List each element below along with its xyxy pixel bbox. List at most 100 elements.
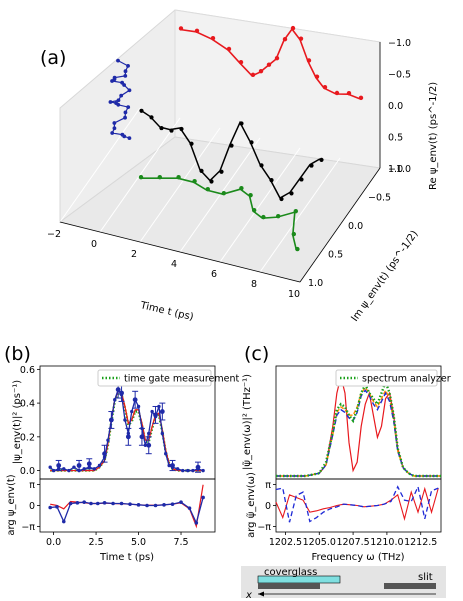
phase-fit-red-line — [50, 484, 204, 529]
series-reim-point — [127, 88, 132, 93]
error-point — [108, 417, 114, 423]
x-tick-label: 1202.5 — [269, 537, 302, 548]
data-point — [157, 404, 161, 409]
x-axis-label: x — [245, 590, 252, 601]
x-axis-arrowhead — [258, 591, 264, 597]
y-tick-label: 0.2 — [20, 432, 35, 443]
series-im-point — [138, 174, 144, 180]
series-complex-point — [269, 178, 274, 183]
series-re-point — [258, 68, 264, 74]
re-axis-label: Re ψ_env(t) (ps^-1/2) — [428, 82, 439, 190]
data-point — [201, 468, 205, 473]
phase-point — [102, 501, 107, 505]
series-complex-point — [239, 121, 244, 126]
phase-tick-label: π — [29, 480, 35, 491]
curves-3d — [108, 25, 364, 252]
series-re-point — [210, 35, 216, 41]
phase-point — [95, 501, 100, 506]
phase-tick-label: 0 — [265, 501, 271, 512]
data-point — [97, 463, 102, 468]
phase-tick-label: −π — [257, 522, 271, 533]
error-point — [132, 397, 138, 403]
data-point — [72, 465, 76, 469]
series-re-point — [306, 58, 312, 63]
error-point — [115, 387, 121, 393]
series-im-point — [176, 174, 181, 180]
data-point — [143, 443, 148, 447]
gate-green-line — [50, 391, 204, 472]
series-re-line — [179, 27, 361, 100]
phase-point — [48, 505, 52, 510]
re-tick-label: 0.0 — [388, 101, 403, 112]
x-tick-label: 5.0 — [131, 537, 146, 548]
error-point — [146, 442, 152, 448]
series-reim-point — [110, 131, 115, 135]
time-axis-label: Time t (ps) — [138, 300, 194, 323]
error-point — [125, 434, 131, 440]
panel-b-legend — [97, 369, 212, 387]
data-point — [164, 452, 168, 456]
im-tick-label: 0.5 — [328, 250, 343, 261]
slit-right-blade — [384, 583, 436, 589]
series-complex-point — [209, 179, 214, 184]
phase-point — [187, 506, 192, 510]
im-tick-label: −0.5 — [368, 193, 391, 204]
phase-tick-label: 0 — [29, 501, 35, 512]
data-point — [67, 468, 71, 473]
grid-line — [259, 157, 341, 273]
y-tick-label: 0.0 — [20, 466, 35, 477]
coverglass-label: coverglass — [264, 567, 317, 578]
series-complex-point — [299, 177, 304, 182]
spectrum-red-line — [276, 376, 441, 477]
x-tick-label: 1212.5 — [404, 537, 437, 548]
series-re-point — [226, 46, 232, 52]
panel-c-legend-text: spectrum analyzer — [362, 374, 451, 385]
data-point — [175, 467, 180, 471]
phase-tick-label: π — [265, 480, 271, 491]
phase-point — [89, 501, 93, 506]
re-tick-label: 0.5 — [388, 133, 403, 144]
time-axis-line — [59, 221, 301, 283]
panel-label-b: (b) — [4, 343, 31, 365]
data-point — [147, 431, 151, 436]
series-complex-point — [139, 108, 144, 113]
series-im-point — [239, 185, 244, 191]
data-point — [191, 468, 195, 473]
panel-c-ylabel-top: |ψ̃_env(ω)|² (THz⁻¹) — [241, 374, 253, 470]
series-re-point — [250, 72, 256, 78]
series-complex-point — [189, 141, 194, 146]
data-point — [62, 467, 66, 471]
phase-point — [201, 495, 205, 500]
x-tick-label: 7.5 — [173, 537, 188, 548]
data-point — [106, 438, 110, 442]
phase-blue-line — [275, 484, 439, 523]
series-im-point — [192, 178, 197, 184]
spectrum-blue-line — [276, 389, 441, 477]
data-point — [130, 409, 134, 414]
time-tick-label: 4 — [171, 259, 177, 270]
fit-red-line — [50, 390, 204, 472]
im-tick-label: −1.0 — [388, 164, 411, 175]
time-tick-label: 0 — [91, 239, 97, 250]
re-tick-label: 1.0 — [388, 164, 403, 175]
series-complex-point — [309, 163, 314, 168]
series-reim-point — [110, 79, 114, 83]
error-point — [86, 461, 92, 467]
x-tick-label: 0.0 — [46, 537, 61, 548]
panel-b-axes: 0.0 2.5 5.0 7.5 0.0 0.2 0.4 0.6 π 0 −π — [20, 365, 189, 548]
panel-label-a: (a) — [40, 47, 66, 69]
series-reim-point — [126, 105, 131, 109]
error-point — [102, 451, 107, 457]
im-axis-label: Im ψ_env(t) (ps^-1/2) — [349, 229, 420, 324]
panel-b-ylabel-top: |ψ_env(t)|² (ps⁻¹) — [12, 380, 23, 464]
time-tick-label: 6 — [211, 269, 217, 280]
data-point — [181, 468, 185, 473]
series-reim-point — [108, 100, 113, 104]
series-re-point — [358, 95, 364, 101]
phase-point — [153, 503, 158, 508]
panel-c-plot — [275, 376, 441, 523]
phase-point — [75, 501, 80, 505]
data-point — [150, 409, 154, 414]
series-re-point — [274, 55, 280, 61]
series-im-point — [221, 190, 226, 196]
